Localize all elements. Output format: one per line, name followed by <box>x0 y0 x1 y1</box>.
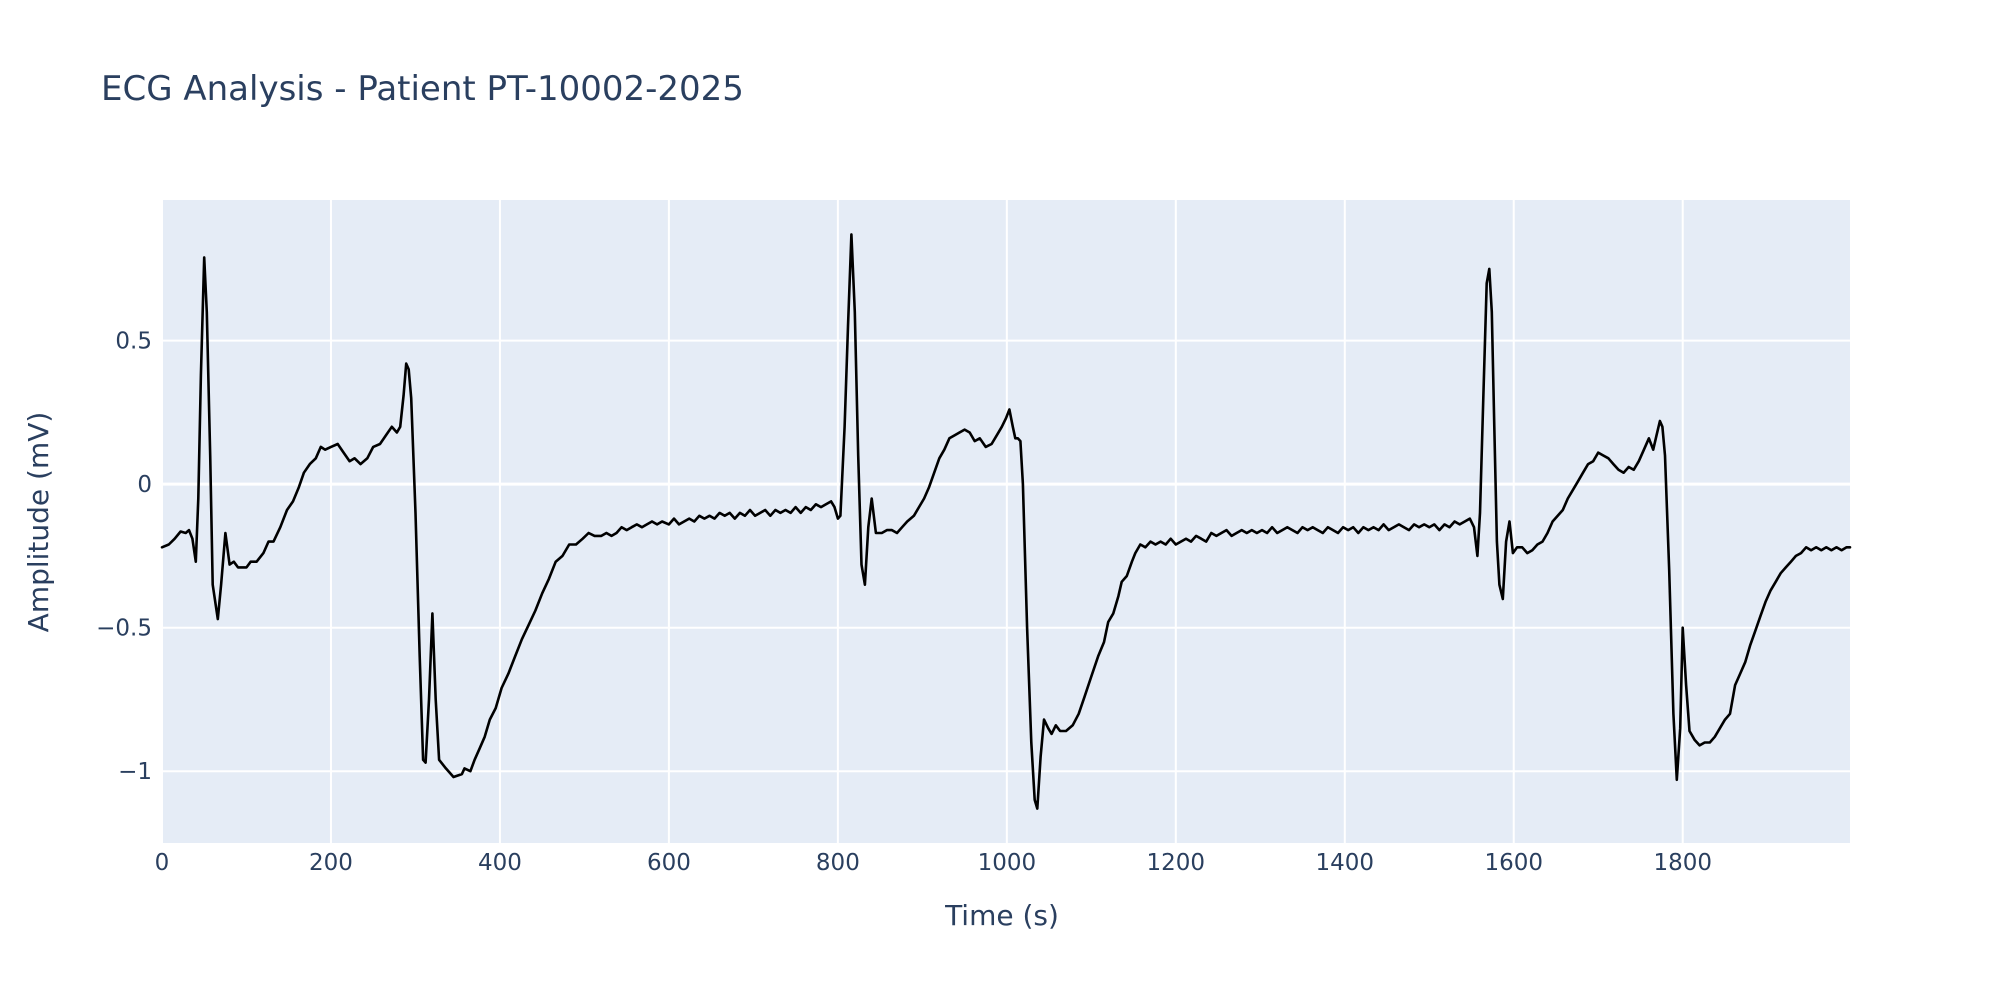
x-tick-label: 1400 <box>1316 850 1375 876</box>
x-tick-label: 1200 <box>1147 850 1206 876</box>
y-tick-label: 0.5 <box>115 329 152 355</box>
x-tick-label: 600 <box>647 850 691 876</box>
grid-lines <box>161 200 1850 843</box>
y-axis-ticks: −1 −0.5 0 0.5 <box>96 329 152 786</box>
trace-layer <box>160 233 1852 810</box>
x-tick-label: 1000 <box>978 850 1037 876</box>
x-tick-label: 1600 <box>1484 850 1543 876</box>
x-axis-ticks: 0 200 400 600 800 1000 1200 1400 1600 1800 <box>155 850 1712 876</box>
y-tick-label: −1 <box>118 759 152 785</box>
y-axis-title: Amplitude (mV) <box>22 412 55 633</box>
x-tick-label: 800 <box>816 850 860 876</box>
ecg-trace-line <box>160 233 1852 810</box>
chart-title: ECG Analysis - Patient PT-10002-2025 <box>101 69 744 109</box>
x-tick-label: 0 <box>155 850 170 876</box>
x-axis-title: Time (s) <box>944 899 1059 932</box>
y-tick-label: −0.5 <box>96 616 152 642</box>
x-tick-label: 200 <box>309 850 353 876</box>
x-tick-label: 400 <box>478 850 522 876</box>
x-tick-label: 1800 <box>1653 850 1712 876</box>
y-tick-label: 0 <box>137 472 152 498</box>
